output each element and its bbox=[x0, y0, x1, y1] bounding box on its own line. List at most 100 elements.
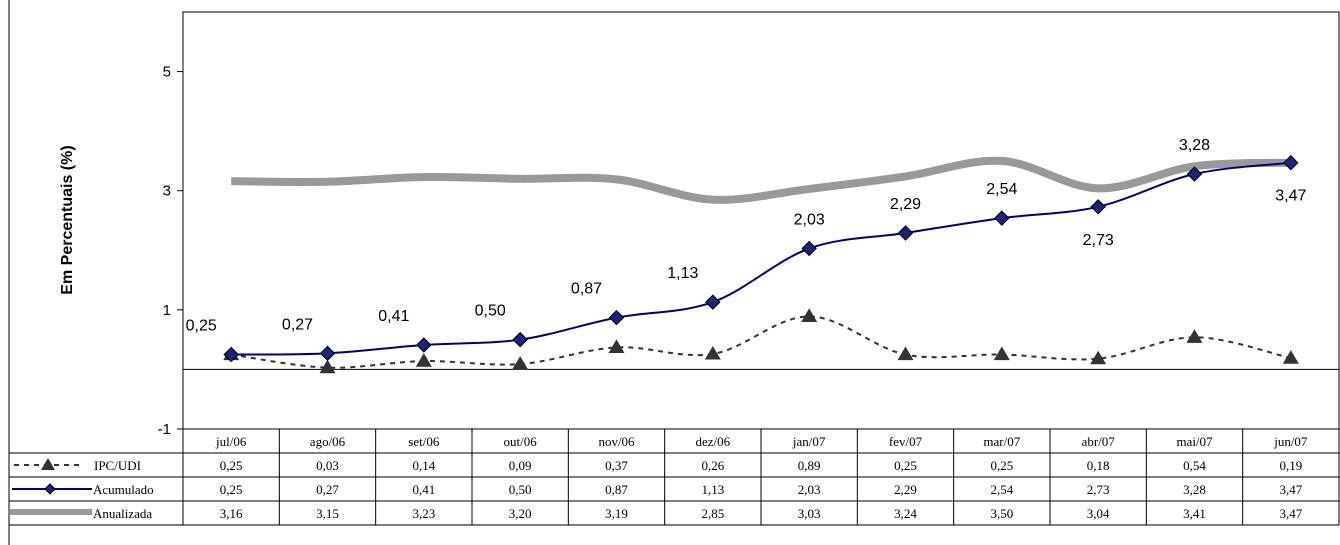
table-cell: 3,03 bbox=[798, 506, 821, 521]
data-label-acumulado: 0,50 bbox=[475, 303, 506, 320]
data-label-acumulado: 0,87 bbox=[571, 281, 602, 298]
acumulado-point bbox=[1090, 199, 1106, 215]
table-cell: 0,89 bbox=[798, 458, 821, 473]
category-label: mar/07 bbox=[983, 434, 1020, 449]
acumulado-point bbox=[416, 337, 432, 353]
acumulado-point bbox=[897, 225, 914, 241]
acumulado-point bbox=[512, 331, 528, 348]
table-cell: 0,25 bbox=[990, 458, 1013, 473]
data-table: jul/06 ago/06 set/06 out/06 nov/06 dez/06 jan/… bbox=[9, 428, 1340, 526]
acumulado-point bbox=[1283, 155, 1299, 171]
table-cell: 2,54 bbox=[990, 482, 1013, 497]
table-cell: 3,24 bbox=[894, 506, 917, 521]
ipc-udi-point bbox=[608, 339, 625, 353]
ipc-udi-point bbox=[415, 353, 432, 367]
category-label: ago/06 bbox=[310, 434, 346, 449]
y-tick-label: 5 bbox=[163, 64, 171, 81]
plot-area bbox=[182, 11, 1340, 430]
table-cell: 0,37 bbox=[605, 458, 628, 473]
y-axis: 5 3 1 -1 Em Percentuais (%) bbox=[59, 64, 183, 438]
category-label: jul/06 bbox=[215, 434, 247, 449]
table-cell: 0,54 bbox=[1183, 458, 1206, 473]
table-cell: 0,27 bbox=[316, 482, 339, 497]
acumulado-point bbox=[319, 345, 336, 362]
category-label: dez/06 bbox=[696, 434, 731, 449]
table-cell: 0,09 bbox=[509, 458, 532, 473]
table-cell: 1,13 bbox=[701, 482, 724, 497]
legend-name: IPC/UDI bbox=[94, 458, 141, 473]
y-axis-label: Em Percentuais (%) bbox=[59, 145, 76, 294]
table-cell: 3,28 bbox=[1183, 482, 1206, 497]
legend-marker-acumulado bbox=[44, 483, 56, 495]
legend-key-anualizada bbox=[10, 509, 92, 515]
data-label-acumulado: 2,54 bbox=[986, 181, 1017, 198]
legend-name: Anualizada bbox=[93, 506, 152, 521]
acumulado-point bbox=[994, 210, 1010, 226]
legend-marker-ipc-udi bbox=[41, 458, 55, 470]
acumulado-point bbox=[1186, 166, 1203, 182]
data-label-acumulado: 3,28 bbox=[1179, 137, 1210, 154]
table-cell: 0,26 bbox=[701, 458, 724, 473]
data-labels: 0,25 0,27 0,41 0,50 0,87 1,13 2,03 2,29 2,54 2,73… bbox=[186, 137, 1307, 335]
series-line-acumulado bbox=[231, 161, 1291, 356]
table-cell: 3,15 bbox=[316, 506, 339, 521]
category-label: set/06 bbox=[408, 434, 440, 449]
category-label: nov/06 bbox=[598, 434, 635, 449]
table-cell: 0,25 bbox=[894, 458, 917, 473]
table-cell: 2,85 bbox=[701, 506, 724, 521]
table-cell: 3,47 bbox=[1279, 482, 1302, 497]
category-label: abr/07 bbox=[1082, 434, 1116, 449]
series-line-anualizada bbox=[231, 156, 1291, 204]
series-layer bbox=[223, 155, 1299, 374]
category-label: jan/07 bbox=[792, 434, 826, 449]
table-cell: 3,20 bbox=[509, 506, 532, 521]
acumulado-point bbox=[608, 309, 625, 326]
data-label-acumulado: 2,03 bbox=[794, 211, 825, 228]
table-cell: 3,47 bbox=[1279, 506, 1302, 521]
ipc-udi-point bbox=[1090, 350, 1107, 365]
table-cell: 2,29 bbox=[894, 482, 917, 497]
category-label: out/06 bbox=[504, 434, 538, 449]
table-cell: 3,23 bbox=[412, 506, 435, 521]
table-cell: 0,25 bbox=[220, 458, 243, 473]
data-label-acumulado: 2,29 bbox=[890, 196, 921, 213]
table-cell: 3,19 bbox=[605, 506, 628, 521]
ipc-udi-point bbox=[1186, 329, 1203, 343]
table-cell: 3,16 bbox=[220, 506, 243, 521]
category-label: fev/07 bbox=[889, 434, 923, 449]
table-cell: 0,41 bbox=[412, 482, 435, 497]
data-label-acumulado: 0,25 bbox=[186, 318, 217, 335]
ipc-udi-point bbox=[704, 345, 721, 360]
acumulado-point bbox=[801, 240, 817, 257]
y-tick-label: -1 bbox=[158, 421, 171, 438]
table-cell: 0,19 bbox=[1279, 458, 1302, 473]
table-cell: 0,14 bbox=[412, 458, 435, 473]
ipc-udi-point bbox=[993, 346, 1010, 361]
table-cell: 2,03 bbox=[798, 482, 821, 497]
ipc-udi-point bbox=[1282, 350, 1299, 364]
table-cell: 3,50 bbox=[990, 506, 1013, 521]
category-label: mai/07 bbox=[1176, 434, 1213, 449]
data-label-acumulado: 2,73 bbox=[1083, 232, 1114, 249]
y-tick-label: 3 bbox=[163, 183, 171, 200]
table-cell: 0,18 bbox=[1087, 458, 1110, 473]
ipc-udi-point bbox=[512, 356, 529, 370]
ipc-udi-point bbox=[897, 346, 914, 361]
data-label-acumulado: 1,13 bbox=[667, 265, 698, 282]
category-label: jun/07 bbox=[1273, 434, 1308, 449]
acumulado-point bbox=[223, 346, 239, 363]
table-cell: 3,41 bbox=[1183, 506, 1206, 521]
ipc-udi-point bbox=[801, 308, 818, 323]
table-cell: 2,73 bbox=[1087, 482, 1110, 497]
acumulado-point bbox=[705, 294, 721, 310]
table-cell: 0,03 bbox=[316, 458, 339, 473]
data-label-acumulado: 3,47 bbox=[1275, 188, 1306, 205]
data-label-acumulado: 0,27 bbox=[282, 316, 313, 333]
y-tick-label: 1 bbox=[163, 302, 171, 319]
legend-name: Acumulado bbox=[93, 482, 154, 497]
table-cell: 0,50 bbox=[509, 482, 532, 497]
table-cell: 0,25 bbox=[220, 482, 243, 497]
table-cell: 3,04 bbox=[1087, 506, 1110, 521]
data-label-acumulado: 0,41 bbox=[378, 308, 409, 325]
